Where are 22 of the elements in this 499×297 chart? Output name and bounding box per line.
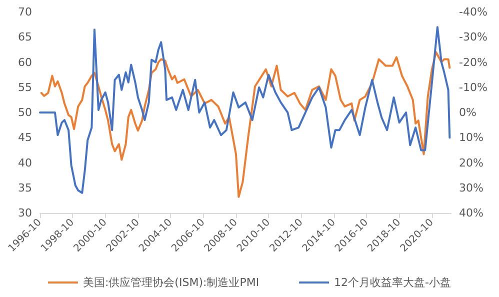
line-series (39, 26, 451, 194)
y-tick-label: 60 (18, 56, 32, 69)
y-tick-label: 55 (18, 80, 32, 94)
y-tick-label: 70 (18, 6, 32, 18)
y2-tick-label: 0% (459, 106, 476, 119)
y-tick-label: 40 (18, 156, 32, 170)
y-tick-label: 65 (18, 30, 32, 44)
legend-label: 美国:供应管理协会(ISM):制造业PMI (82, 276, 260, 289)
y2-tick-label: 40% (459, 206, 484, 220)
y-tick-label: 30 (18, 206, 32, 220)
legend-label: 12个月收益率大盘-小盘 (334, 276, 452, 289)
y-tick-label: 35 (18, 181, 32, 194)
y-tick-label: 50 (18, 106, 32, 119)
y2-tick-label: 20% (459, 156, 484, 170)
y2-tick-label: -10% (459, 80, 488, 94)
y2-tick-label: -20% (459, 56, 488, 69)
y2-tick-label: 30% (459, 181, 484, 194)
y2-tick-label: 10% (459, 131, 484, 144)
y-tick-label: 45 (18, 131, 32, 144)
y2-tick-label: -30% (459, 30, 488, 44)
line-series (40, 51, 451, 198)
y2-tick-label: -40% (459, 6, 488, 18)
